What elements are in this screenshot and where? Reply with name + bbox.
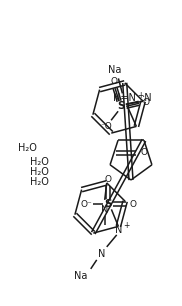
Text: H₂O: H₂O: [30, 177, 49, 187]
Text: N: N: [115, 225, 122, 235]
Text: O: O: [143, 98, 150, 107]
Text: S: S: [117, 101, 125, 111]
Text: Na: Na: [108, 65, 122, 75]
Text: O: O: [141, 148, 148, 157]
Text: H₂O: H₂O: [30, 167, 49, 177]
Text: O: O: [130, 200, 137, 209]
Text: N: N: [101, 205, 108, 215]
Text: N=N: N=N: [113, 93, 136, 103]
Text: +: +: [137, 91, 144, 100]
Text: H₂O: H₂O: [18, 143, 37, 153]
Text: O: O: [105, 175, 112, 184]
Text: S: S: [105, 200, 112, 209]
Text: O⁻: O⁻: [80, 200, 92, 209]
Text: +: +: [124, 221, 130, 230]
Text: H₂O: H₂O: [30, 157, 49, 167]
Text: O: O: [111, 77, 118, 86]
Text: N: N: [98, 249, 105, 259]
Text: Na: Na: [74, 271, 87, 281]
Text: :N: :N: [142, 93, 153, 103]
Text: ⁻O: ⁻O: [100, 122, 112, 131]
